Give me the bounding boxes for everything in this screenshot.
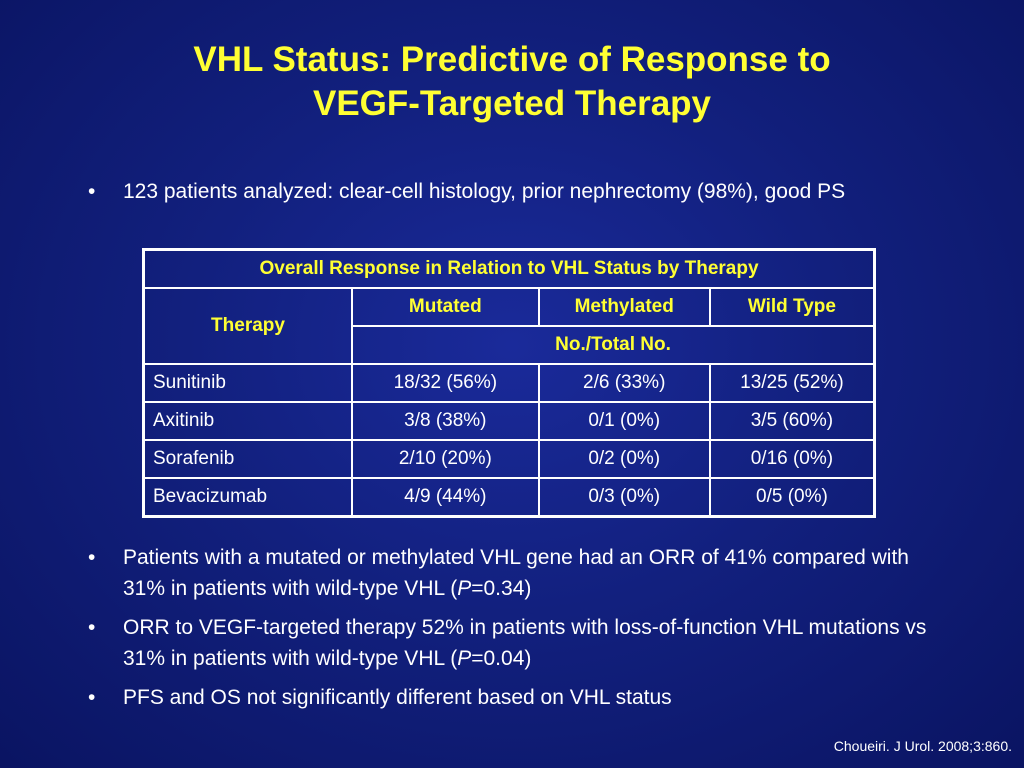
wild-type-cell: 3/5 (60%) — [708, 401, 876, 441]
table-row: Sorafenib 2/10 (20%) 0/2 (0%) 0/16 (0%) — [142, 439, 876, 479]
wild-type-cell: 0/5 (0%) — [708, 477, 876, 518]
bullet-text: 123 patients analyzed: clear-cell histol… — [123, 180, 846, 203]
wild-type-cell: 0/16 (0%) — [708, 439, 876, 479]
bullet-dot: • — [88, 616, 96, 639]
slide-title-line-1: VHL Status: Predictive of Response to — [193, 40, 831, 79]
bullet-text: Patients with a mutated or methylated VH… — [123, 546, 909, 600]
mutated-cell: 4/9 (44%) — [351, 477, 540, 518]
bullet-text: ORR to VEGF-targeted therapy 52% in pati… — [123, 616, 927, 670]
bullet-item: • 123 patients analyzed: clear-cell hist… — [88, 176, 948, 207]
therapy-cell: Bevacizumab — [142, 477, 354, 518]
mutated-cell: 2/10 (20%) — [351, 439, 540, 479]
slide-title-line-2: VEGF-Targeted Therapy — [312, 84, 712, 123]
table-row: Axitinib 3/8 (38%) 0/1 (0%) 3/5 (60%) — [142, 401, 876, 441]
table-caption-row: Overall Response in Relation to VHL Stat… — [142, 248, 876, 289]
methylated-cell: 0/1 (0%) — [537, 401, 711, 441]
methylated-cell: 0/3 (0%) — [537, 477, 711, 518]
bullet-dot: • — [88, 546, 96, 569]
bullet-list-top: • 123 patients analyzed: clear-cell hist… — [88, 176, 948, 215]
therapy-cell: Sorafenib — [142, 439, 354, 479]
wild-type-column-header: Wild Type — [708, 287, 876, 327]
table-row: Sunitinib 18/32 (56%) 2/6 (33%) 13/25 (5… — [142, 363, 876, 403]
mutated-cell: 3/8 (38%) — [351, 401, 540, 441]
slide-title: VHL Status: Predictive of Response to VE… — [0, 38, 1024, 126]
bullet-item: • PFS and OS not significantly different… — [88, 682, 948, 713]
p-value-text: =0.04) — [471, 647, 532, 670]
therapy-cell: Axitinib — [142, 401, 354, 441]
bullet-dot: • — [88, 180, 96, 203]
methylated-column-header: Methylated — [537, 287, 711, 327]
table-header-row: Therapy Mutated Methylated Wild Type — [142, 287, 876, 365]
p-value-symbol: P — [457, 577, 472, 600]
response-table: Overall Response in Relation to VHL Stat… — [142, 248, 876, 518]
p-value-symbol: P — [457, 647, 472, 670]
table-subheader-row: No./Total No. — [144, 325, 876, 365]
p-value-text: =0.34) — [471, 577, 532, 600]
citation: Choueiri. J Urol. 2008;3:860. — [833, 738, 1012, 754]
count-subheader: No./Total No. — [351, 325, 876, 365]
bullet-dot: • — [88, 686, 96, 709]
bullet-item: • ORR to VEGF-targeted therapy 52% in pa… — [88, 612, 948, 674]
mutated-cell: 18/32 (56%) — [351, 363, 540, 403]
bullet-item: • Patients with a mutated or methylated … — [88, 542, 948, 604]
table-row: Bevacizumab 4/9 (44%) 0/3 (0%) 0/5 (0%) — [142, 477, 876, 518]
wild-type-cell: 13/25 (52%) — [708, 363, 876, 403]
bullet-text: PFS and OS not significantly different b… — [123, 686, 672, 709]
mutated-column-header: Mutated — [351, 287, 540, 327]
therapy-column-header: Therapy — [142, 287, 354, 365]
table-caption: Overall Response in Relation to VHL Stat… — [142, 248, 876, 289]
therapy-cell: Sunitinib — [142, 363, 354, 403]
methylated-cell: 2/6 (33%) — [537, 363, 711, 403]
methylated-cell: 0/2 (0%) — [537, 439, 711, 479]
bullet-list-bottom: • Patients with a mutated or methylated … — [88, 542, 948, 721]
